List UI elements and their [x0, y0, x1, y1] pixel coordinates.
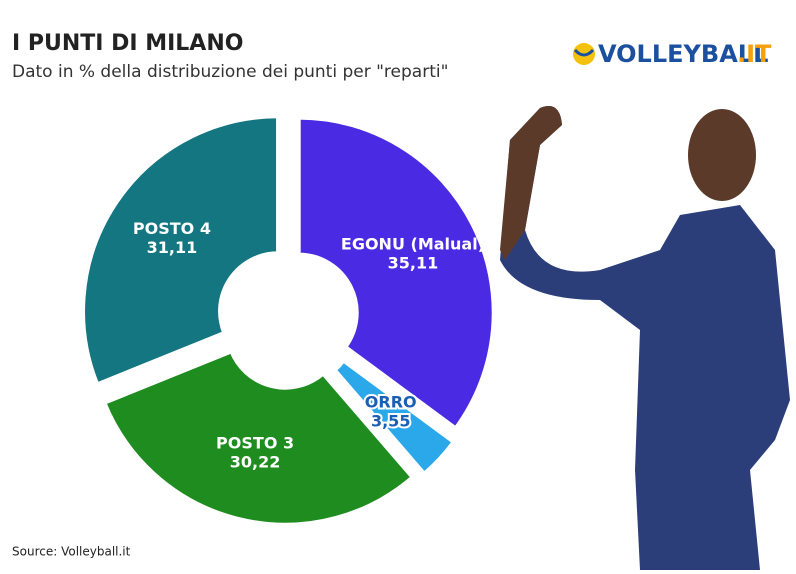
logo-text: VOLLEYBALL	[598, 40, 768, 68]
player-photo	[500, 106, 790, 570]
segment-label: ORRO	[365, 393, 417, 412]
player-silhouette	[500, 106, 790, 570]
chart-subtitle: Dato in % della distribuzione dei punti …	[12, 62, 448, 82]
player-head	[688, 109, 756, 201]
segment-value: 30,22	[230, 453, 281, 472]
source: Source: Volleyball.it	[12, 545, 131, 559]
donut-segment	[81, 114, 281, 387]
chart-title: I PUNTI DI MILANO	[12, 31, 243, 56]
donut-segment	[332, 358, 456, 476]
segment-label: POSTO 3	[216, 434, 294, 453]
logo-ball-stripe	[573, 48, 595, 57]
player-arm	[500, 106, 562, 260]
segment-value: 3,55	[371, 412, 410, 431]
segment-label: POSTO 4	[133, 219, 211, 238]
logo-suffix: .IT	[737, 40, 772, 68]
segment-label: EGONU (Malual)	[341, 234, 485, 253]
logo: VOLLEYBALL .IT	[573, 40, 772, 68]
donut-segment	[296, 115, 496, 431]
donut	[81, 114, 496, 527]
segment-value: 35,11	[388, 253, 439, 272]
segment-value: 31,11	[147, 238, 198, 257]
donut-segment	[102, 349, 415, 527]
